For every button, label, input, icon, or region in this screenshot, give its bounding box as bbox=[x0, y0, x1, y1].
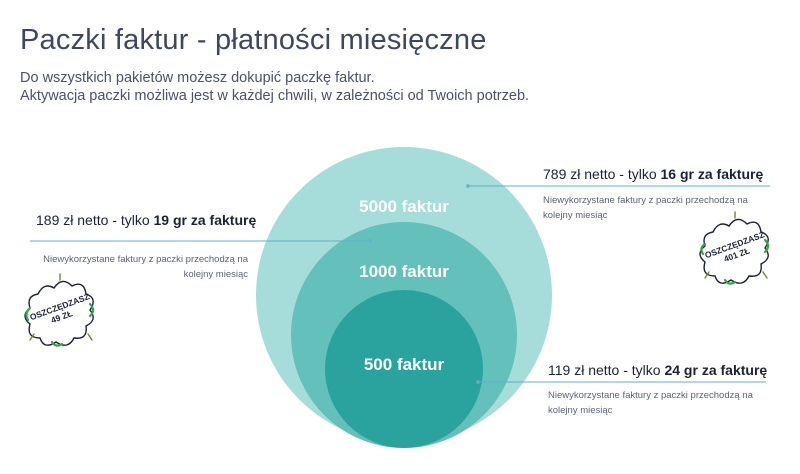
leader-dot-1000 bbox=[368, 239, 372, 243]
price-1000-per-invoice: 19 gr za fakturę bbox=[153, 212, 257, 228]
savings-badge-left bbox=[24, 273, 95, 347]
circle-500 bbox=[325, 290, 483, 448]
circle-label-1000: 1000 faktur bbox=[359, 262, 449, 281]
price-5000-prefix: 789 zł netto - tylko bbox=[543, 166, 661, 182]
note-500-line2: kolejny miesiąc bbox=[548, 405, 613, 416]
price-500-prefix: 119 zł netto - tylko bbox=[548, 362, 665, 378]
savings-badge-right bbox=[699, 211, 770, 285]
note-500: Niewykorzystane faktury z paczki przecho… bbox=[548, 388, 778, 418]
page-title: Paczki faktur - płatności miesięczne bbox=[20, 24, 487, 56]
price-1000: 189 zł netto - tylko 19 gr za fakturę bbox=[36, 212, 256, 228]
price-500: 119 zł netto - tylko 24 gr za fakturę bbox=[548, 362, 767, 378]
price-5000-per-invoice: 16 gr za fakturę bbox=[660, 166, 764, 182]
price-5000: 789 zł netto - tylko 16 gr za fakturę bbox=[543, 166, 763, 182]
note-1000: Niewykorzystane faktury z paczki przecho… bbox=[20, 252, 248, 282]
subtitle-line-2: Aktywacja paczki możliwa jest w każdej c… bbox=[20, 88, 530, 104]
note-500-line1: Niewykorzystane faktury z paczki przecho… bbox=[548, 390, 753, 401]
note-1000-line2: kolejny miesiąc bbox=[183, 269, 248, 280]
price-500-per-invoice: 24 gr za fakturę bbox=[664, 362, 768, 378]
note-5000: Niewykorzystane faktury z paczki przecho… bbox=[543, 195, 748, 221]
subtitle-line-1: Do wszystkich pakietów możesz dokupić pa… bbox=[20, 70, 375, 86]
leader-dot-500 bbox=[476, 380, 480, 384]
circle-label-500: 500 faktur bbox=[363, 355, 445, 374]
circle-label-5000: 5000 faktur bbox=[359, 197, 449, 216]
page-subtitle: Do wszystkich pakietów możesz dokupić pa… bbox=[20, 69, 529, 105]
note-1000-line1: Niewykorzystane faktury z paczki przecho… bbox=[43, 254, 248, 265]
leader-dot-5000 bbox=[466, 184, 470, 188]
price-1000-prefix: 189 zł netto - tylko bbox=[36, 212, 154, 228]
